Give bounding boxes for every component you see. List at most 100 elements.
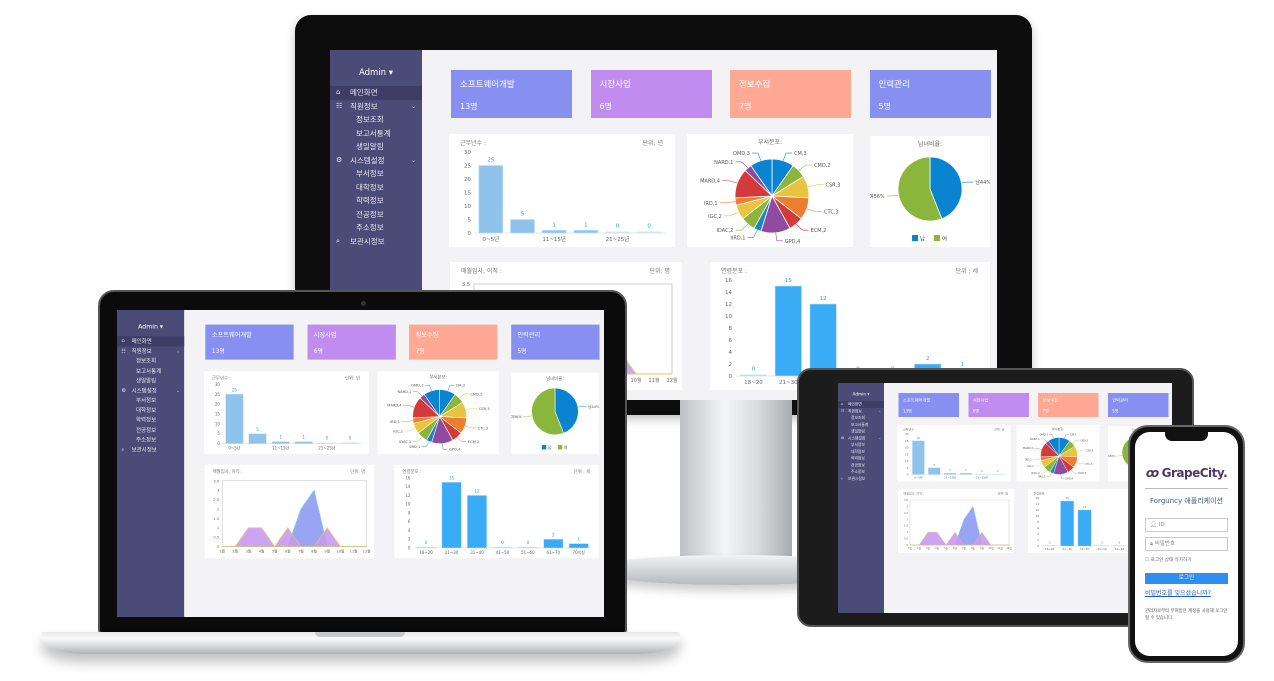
bar — [467, 495, 487, 549]
id-input[interactable]: 👤︎ ID — [1145, 518, 1228, 532]
sidebar-item[interactable]: 보고서통계 — [117, 366, 184, 376]
sidebar-item[interactable]: ⌕ 보관시정보 — [117, 445, 184, 455]
y-tick-label: 5 — [217, 431, 220, 436]
slice-label: CM,3 — [456, 384, 466, 388]
y-tick-label: 20 — [905, 446, 909, 450]
card-count: 13명 — [460, 102, 478, 111]
summary-card[interactable]: 인력관리 5명 — [1107, 393, 1169, 417]
sidebar-item-label: 보관시정보 — [848, 476, 866, 481]
sidebar-item[interactable]: ⌕ 보관시정보 — [330, 235, 422, 249]
card-title: 소프트웨어개발 — [903, 398, 931, 403]
sidebar-item[interactable]: 주소정보 — [330, 221, 422, 235]
sidebar-item[interactable]: 보고서통계 — [330, 127, 422, 141]
summary-card[interactable]: 시장사업 6명 — [307, 324, 396, 360]
chevron-down-icon: ⌄ — [176, 387, 180, 393]
sidebar-item[interactable]: ☷ 직원정보 ⌄ — [117, 346, 184, 356]
sidebar-item[interactable]: 대학정보 — [330, 181, 422, 195]
summary-card[interactable]: 소프트웨어개발 13명 — [205, 324, 294, 360]
bar-value-label: 25 — [917, 436, 921, 440]
sidebar-item[interactable]: 주소정보 — [117, 435, 184, 445]
x-tick-label: 12월 — [667, 377, 678, 384]
bar-value-label: 1 — [949, 468, 951, 472]
sidebar-item[interactable]: 전공정보 — [330, 208, 422, 222]
summary-card[interactable]: 정보수집 7명 — [730, 70, 851, 118]
admin-menu[interactable]: Admin ▾ — [138, 323, 164, 331]
bar — [416, 546, 436, 549]
y-tick-label: 10 — [1036, 514, 1040, 518]
sidebar-item[interactable]: 보고서통계 — [838, 421, 884, 428]
chart-unit: 단위: 명 — [350, 469, 366, 475]
sidebar-item-label: 정보조회 — [135, 357, 157, 365]
sidebar-item[interactable]: 주소정보 — [838, 469, 884, 476]
x-tick-label: 0~5년 — [228, 444, 240, 450]
people-icon: ☷ — [121, 347, 126, 354]
sidebar-item-label: 메인화면 — [131, 337, 152, 345]
bar-value-label: 5 — [933, 463, 935, 467]
leader-line — [442, 443, 448, 450]
sidebar-item[interactable]: 대학정보 — [838, 448, 884, 455]
leader-line — [1060, 474, 1065, 479]
slice-label: NARD,1 — [714, 160, 733, 166]
y-tick-label: 30 — [464, 150, 471, 156]
summary-card[interactable]: 시장사업 6명 — [968, 393, 1029, 417]
summary-card[interactable]: 소프트웨어개발 13명 — [898, 393, 959, 417]
sidebar-item[interactable]: ⌂ 메인화면 — [838, 401, 884, 408]
forgot-password-link[interactable]: 비밀번호를 잊으셨습니까? — [1145, 590, 1211, 597]
sidebar-item[interactable]: 부서정보 — [117, 395, 184, 405]
sidebar-item[interactable]: 부서정보 — [330, 167, 422, 181]
summary-card[interactable]: 시장사업 6명 — [590, 70, 712, 118]
dashboard: Admin ▾ ⌂ 메인화면 ☷ 직원정보 ⌄ 정보조회 보고서통계 생일알림 ⚙ 시스템설정 ⌄ 부… — [838, 383, 1172, 613]
sidebar-item[interactable]: ⌂ 메인화면 — [117, 336, 185, 347]
sidebar-item[interactable]: ⌂ 메인화면 — [330, 86, 422, 100]
sidebar-item[interactable]: 학력정보 — [330, 194, 422, 208]
sidebar-item[interactable]: 생일알림 — [330, 140, 422, 154]
sidebar-item[interactable]: 정보조회 — [838, 415, 884, 422]
y-tick-label: 2.5 — [213, 498, 219, 502]
summary-card[interactable]: 인력관리 5명 — [869, 70, 991, 118]
sidebar-item[interactable]: 정보조회 — [330, 113, 422, 127]
y-tick-label: 10 — [464, 204, 471, 210]
sidebar-item[interactable]: ⚙ 시스템설정 ⌄ — [117, 386, 184, 396]
password-input[interactable]: 🔒︎ 비밀번호 — [1145, 537, 1228, 551]
slice-label: NARD,1 — [397, 390, 411, 394]
sidebar-item[interactable]: ⌕ 보관시정보 — [838, 475, 884, 482]
bar-value-label: 0 — [349, 436, 352, 441]
y-tick-label: 25 — [215, 392, 221, 397]
sidebar-item[interactable]: 학력정보 — [117, 415, 184, 425]
bar — [975, 473, 988, 475]
sidebar-item[interactable]: 생일알림 — [117, 376, 184, 386]
sidebar-item[interactable]: 부서정보 — [838, 442, 884, 449]
sidebar-item[interactable]: 전공정보 — [117, 425, 184, 435]
y-tick-label: 8 — [1037, 520, 1039, 524]
summary-card[interactable]: 정보수집 7명 — [1038, 393, 1099, 417]
legend-swatch — [912, 235, 918, 241]
summary-card[interactable]: 소프트웨어개발 13명 — [451, 70, 572, 118]
bar — [492, 546, 513, 549]
remember-checkbox[interactable]: ☐ 로그인 상태 유지하기 — [1145, 557, 1238, 563]
login-button[interactable]: 로그인 — [1145, 573, 1228, 584]
department-pie: CM,3 CMD,2 CSR,3 CTC,3 ECM,2 GPD,4 IIRD,1 IDAC,… — [377, 371, 499, 454]
card-title: 인력관리 — [878, 80, 910, 90]
sidebar-item[interactable]: 전공정보 — [838, 462, 884, 469]
x-tick-label: 18~20 — [419, 550, 433, 555]
chart-title: 매월입사, 이직 : — [903, 492, 924, 496]
card-count: 13명 — [211, 347, 225, 355]
admin-menu[interactable]: Admin ▾ — [358, 68, 394, 78]
sidebar-item-label: 보관시정보 — [131, 446, 157, 453]
sidebar-item[interactable]: ⚙ 시스템설정 ⌄ — [330, 154, 422, 168]
sidebar-item[interactable]: ☷ 직원정보 ⌄ — [838, 408, 884, 415]
sidebar-item[interactable]: 학력정보 — [838, 455, 884, 462]
checkbox-icon: ☐ — [1145, 558, 1151, 563]
sidebar-item[interactable]: 대학정보 — [117, 405, 184, 415]
bar-value-label: 5 — [256, 427, 259, 432]
bar — [294, 441, 313, 444]
sidebar-item[interactable]: 생일알림 — [838, 428, 884, 435]
bar — [441, 482, 462, 549]
admin-menu[interactable]: Admin ▾ — [852, 392, 870, 397]
bar — [774, 285, 802, 377]
sidebar-item[interactable]: ☷ 직원정보 ⌄ — [330, 100, 422, 114]
summary-card[interactable]: 인력관리 5명 — [510, 324, 600, 360]
summary-card[interactable]: 정보수집 7명 — [409, 324, 498, 360]
sidebar-item[interactable]: 정보조회 — [117, 356, 184, 366]
sidebar-item[interactable]: ⚙ 시스템설정 ⌄ — [838, 435, 884, 442]
